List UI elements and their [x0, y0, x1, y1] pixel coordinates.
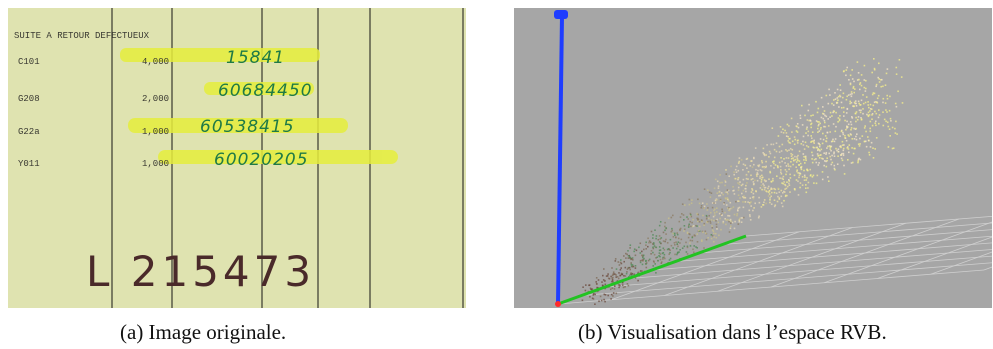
floor-grid — [557, 215, 992, 305]
red-axis-origin — [555, 301, 561, 307]
caption-original-image: (a) Image originale. — [120, 320, 287, 344]
row-qty-3: 1,000 — [142, 127, 169, 137]
row-qty-2: 2,000 — [142, 94, 169, 104]
rgb-scatter-3d — [514, 8, 992, 308]
row-code-1: C101 — [18, 57, 40, 67]
bottom-handwriting: L 215473 — [86, 247, 315, 296]
color-point-cloud — [578, 58, 904, 305]
row-handwritten-2: 60684450 — [218, 81, 313, 101]
row-code-3: G22a — [18, 127, 40, 137]
row-code-4: Y011 — [18, 159, 40, 169]
row-qty-1: 4,000 — [142, 57, 169, 67]
green-axis — [557, 234, 747, 306]
row-code-2: G208 — [18, 94, 40, 104]
blue-axis-cap — [554, 10, 568, 19]
original-image-panel: SUITE A RETOUR DEFECTUEUX C101 4,000 158… — [8, 8, 466, 308]
row-handwritten-4: 60020205 — [214, 150, 309, 170]
rgb-visualization-panel — [514, 8, 992, 308]
row-handwritten-3: 60538415 — [200, 117, 295, 137]
row-handwritten-1: 15841 — [226, 48, 285, 68]
scanned-document: SUITE A RETOUR DEFECTUEUX C101 4,000 158… — [8, 8, 466, 308]
row-qty-4: 1,000 — [142, 159, 169, 169]
doc-heading: SUITE A RETOUR DEFECTUEUX — [14, 31, 150, 41]
highlights — [120, 48, 398, 164]
blue-axis — [556, 15, 564, 305]
caption-rgb-visualization: (b) Visualisation dans l’espace RVB. — [578, 320, 887, 344]
